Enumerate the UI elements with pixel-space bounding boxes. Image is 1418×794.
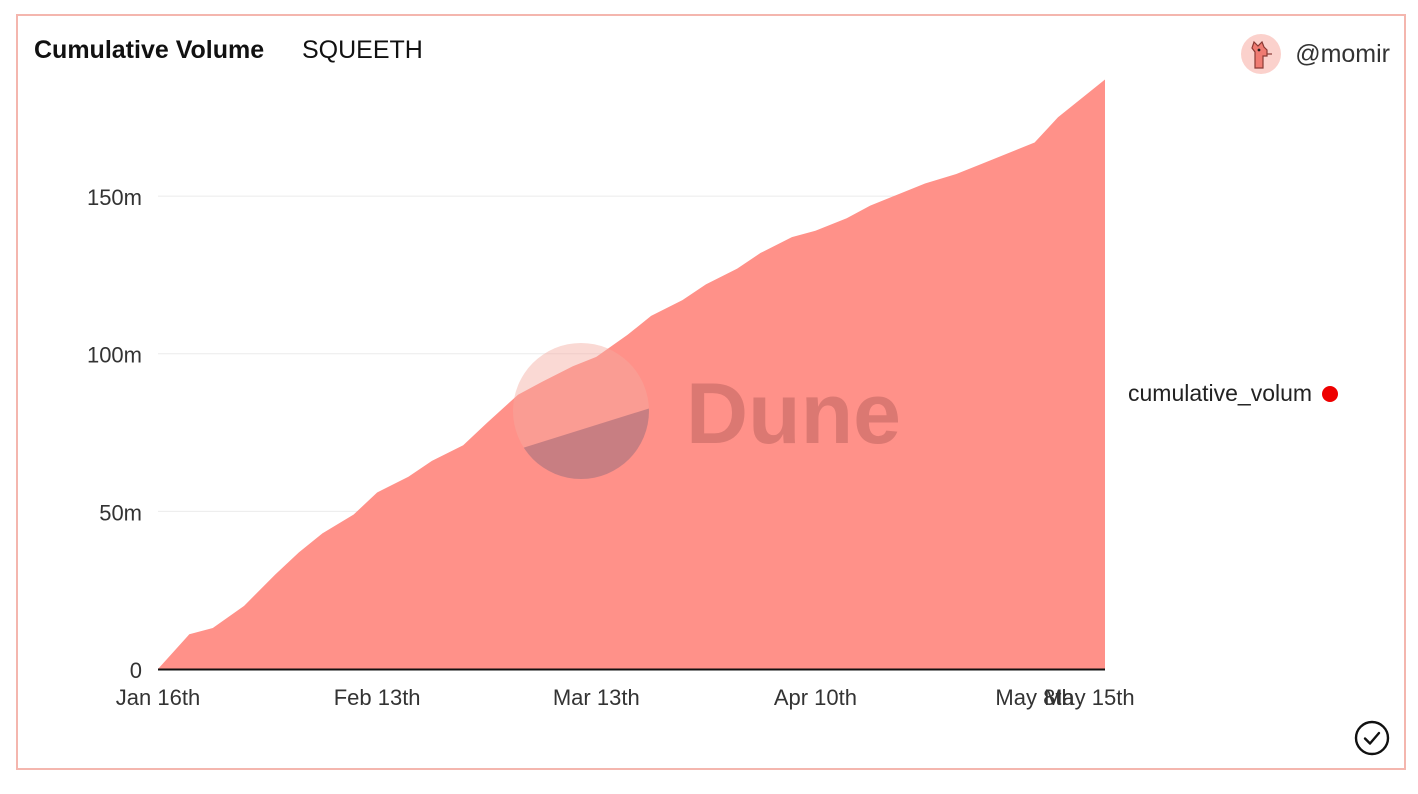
check-circle-icon[interactable] <box>1354 720 1390 756</box>
y-tick-label: 0 <box>130 658 142 683</box>
chart-subtitle: SQUEETH <box>302 36 423 64</box>
llama-avatar-icon <box>1241 34 1282 74</box>
author-badge[interactable]: @momir <box>1241 34 1390 74</box>
y-tick-label: 50m <box>99 500 142 525</box>
y-tick-label: 150m <box>87 185 142 210</box>
x-tick-label: Mar 13th <box>553 685 640 710</box>
chart-title: Cumulative Volume <box>34 36 265 64</box>
series-area <box>158 79 1105 669</box>
x-tick-label: Feb 13th <box>334 685 421 710</box>
watermark-text: Dune <box>686 366 901 462</box>
x-tick-label: May 8th <box>995 685 1073 710</box>
legend-dot <box>1322 385 1339 402</box>
watermark-circle <box>513 343 649 479</box>
x-tick-label: Jan 16th <box>116 685 200 710</box>
x-tick-label: May 15th <box>1044 685 1135 710</box>
y-tick-label: 100m <box>87 343 142 368</box>
author-username: @momir <box>1295 39 1390 68</box>
chart-legend[interactable]: cumulative_volum <box>1128 380 1339 407</box>
legend-label: cumulative_volum <box>1128 380 1313 406</box>
x-tick-label: Apr 10th <box>774 685 857 710</box>
